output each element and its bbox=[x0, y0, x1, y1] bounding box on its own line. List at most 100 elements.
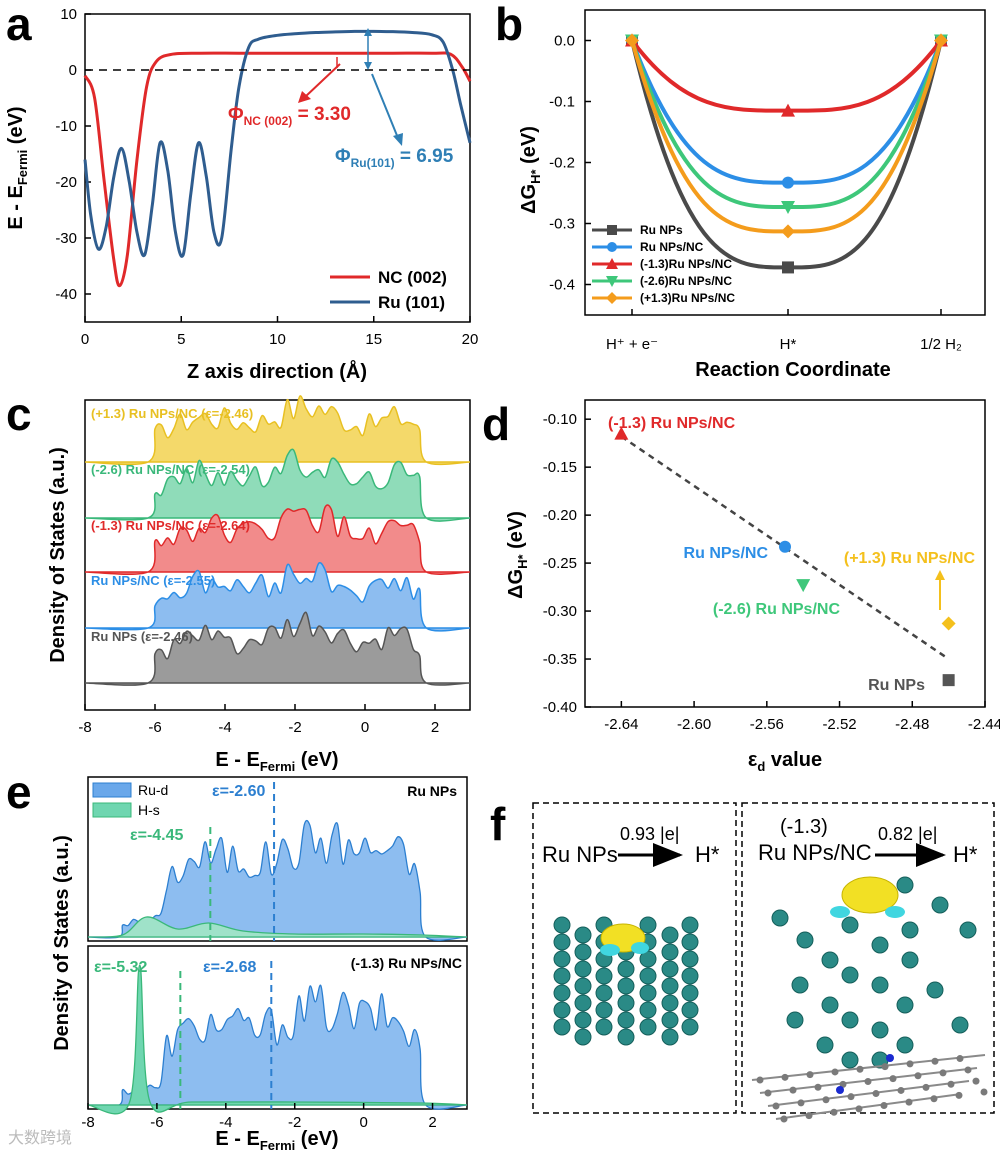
ru-atom bbox=[574, 1011, 592, 1029]
ru-atom bbox=[553, 916, 571, 934]
legend-swatch-h-s bbox=[92, 802, 132, 818]
left-ru-cluster bbox=[553, 916, 699, 1046]
y-tick-label: -0.15 bbox=[543, 459, 577, 476]
carbon-atom bbox=[855, 1105, 863, 1113]
ru-atom bbox=[841, 1011, 859, 1029]
x-tick-label: -2.56 bbox=[750, 716, 784, 733]
dos-area-4 bbox=[84, 611, 471, 686]
ru-atom bbox=[617, 960, 635, 978]
panel-c-label: c bbox=[6, 388, 32, 440]
y-tick-label: -40 bbox=[55, 286, 77, 303]
ru-atom bbox=[791, 976, 809, 994]
series-label: (-2.6) Ru NPs/NC (ε=-2.54) bbox=[91, 462, 250, 477]
x-tick-label: -6 bbox=[150, 1114, 163, 1131]
right-species-line1: (-1.3) bbox=[780, 816, 828, 838]
carbon-atom bbox=[914, 1072, 922, 1080]
ru-atom bbox=[574, 943, 592, 961]
x-axis-title: εd value bbox=[748, 749, 822, 774]
legend-label: (+1.3)Ru NPs/NC bbox=[640, 291, 735, 305]
ru-atom bbox=[951, 1016, 969, 1034]
scatter-point bbox=[796, 579, 811, 593]
left-target-label: H* bbox=[695, 842, 720, 867]
ru-atom bbox=[553, 950, 571, 968]
y-tick-label: -0.2 bbox=[549, 155, 575, 172]
panel-e-label: e bbox=[6, 766, 32, 818]
carbon-atom bbox=[922, 1083, 930, 1091]
x-tick-label: -6 bbox=[148, 719, 161, 736]
carbon-atom bbox=[964, 1066, 972, 1074]
y-tick-label: 10 bbox=[60, 6, 77, 23]
ru-atom bbox=[681, 967, 699, 985]
x-tick-label: -2.52 bbox=[822, 716, 856, 733]
plot-frame-bottom bbox=[87, 945, 468, 1110]
right-transfer-label: 0.82 |e| bbox=[878, 824, 937, 844]
carbon-atom bbox=[805, 1112, 813, 1120]
ru-atom bbox=[871, 1021, 889, 1039]
ru-atom bbox=[661, 977, 679, 995]
x-tick-label: -2.64 bbox=[604, 716, 638, 733]
ru-atom bbox=[574, 977, 592, 995]
series-label: (-1.3) Ru NPs/NC (ε=-2.64) bbox=[91, 518, 250, 533]
carbon-atom bbox=[764, 1089, 772, 1097]
dos-area-0 bbox=[84, 395, 471, 466]
plot-frame-top bbox=[87, 776, 468, 942]
point-label: Ru NPs/NC bbox=[684, 545, 769, 562]
ru-atom bbox=[896, 996, 914, 1014]
y-tick-label: -0.10 bbox=[543, 411, 577, 428]
ru-atom bbox=[639, 984, 657, 1002]
legend-marker bbox=[607, 225, 617, 235]
x-tick-label: -2 bbox=[288, 719, 301, 736]
ru-atom bbox=[617, 977, 635, 995]
x-tick-label: 2 bbox=[428, 1114, 436, 1131]
x-tick-label: -2.44 bbox=[968, 716, 1000, 733]
series-line-ru-101 bbox=[83, 29, 472, 258]
plot-frame bbox=[584, 399, 986, 708]
h-s-area bbox=[87, 916, 468, 938]
dos-area-2 bbox=[84, 504, 471, 576]
ru-atom bbox=[574, 960, 592, 978]
ru-atom bbox=[816, 1036, 834, 1054]
point-label: Ru NPs bbox=[868, 677, 925, 694]
y-tick-label: -0.3 bbox=[549, 216, 575, 233]
ru-atom bbox=[771, 909, 789, 927]
data-point bbox=[625, 33, 639, 48]
nc-arrowhead bbox=[298, 91, 311, 103]
panel-f-structures: 0.93 |e| Ru NPs H* (-1.3) 0.82 |e| Ru NP… bbox=[532, 802, 995, 1123]
x-tick-label: H* bbox=[780, 336, 797, 353]
eps-h-label-bottom: ε=-5.32 bbox=[94, 959, 148, 976]
x-tick-label: 1/2 H₂ bbox=[920, 336, 962, 353]
x-axis-title: Z axis direction (Å) bbox=[187, 359, 367, 383]
y-axis-title: Density of States (a.u.) bbox=[47, 447, 69, 663]
scatter-point bbox=[942, 674, 955, 687]
right-ru-cluster bbox=[751, 876, 988, 1123]
nitrogen-atom bbox=[886, 1054, 894, 1062]
carbon-atom bbox=[939, 1069, 947, 1077]
series-label: (+1.3) Ru NPs/NC (ε=-2.46) bbox=[91, 406, 253, 421]
ru-atom bbox=[959, 921, 977, 939]
y-axis-title: E - EFermi (eV) bbox=[5, 106, 30, 229]
ru-atom bbox=[681, 933, 699, 951]
carbon-atom bbox=[856, 1065, 864, 1073]
data-point bbox=[934, 33, 948, 48]
y-tick-label: -0.1 bbox=[549, 94, 575, 111]
y-axis-title: Density of States (a.u.) bbox=[51, 835, 73, 1051]
legend-marker bbox=[606, 258, 618, 269]
x-tick-label: 10 bbox=[269, 331, 286, 348]
x-tick-label: -2 bbox=[288, 1114, 301, 1131]
legend-swatch-ru-d bbox=[92, 782, 132, 798]
ru-atom bbox=[617, 1028, 635, 1046]
eps-h-label-top: ε=-4.45 bbox=[130, 827, 184, 844]
ru-atom bbox=[681, 984, 699, 1002]
x-tick-label: 0 bbox=[361, 719, 369, 736]
panel-a-label: a bbox=[6, 0, 32, 50]
carbon-atom bbox=[814, 1083, 822, 1091]
scatter-point bbox=[779, 540, 791, 553]
charge-density-blob bbox=[830, 906, 850, 918]
scatter-point bbox=[941, 616, 956, 631]
carbon-atom bbox=[839, 1080, 847, 1088]
ru-atom bbox=[553, 1001, 571, 1019]
carbon-atom bbox=[822, 1096, 830, 1104]
nitrogen-atom bbox=[836, 1086, 844, 1094]
carbon-atom bbox=[780, 1115, 788, 1123]
